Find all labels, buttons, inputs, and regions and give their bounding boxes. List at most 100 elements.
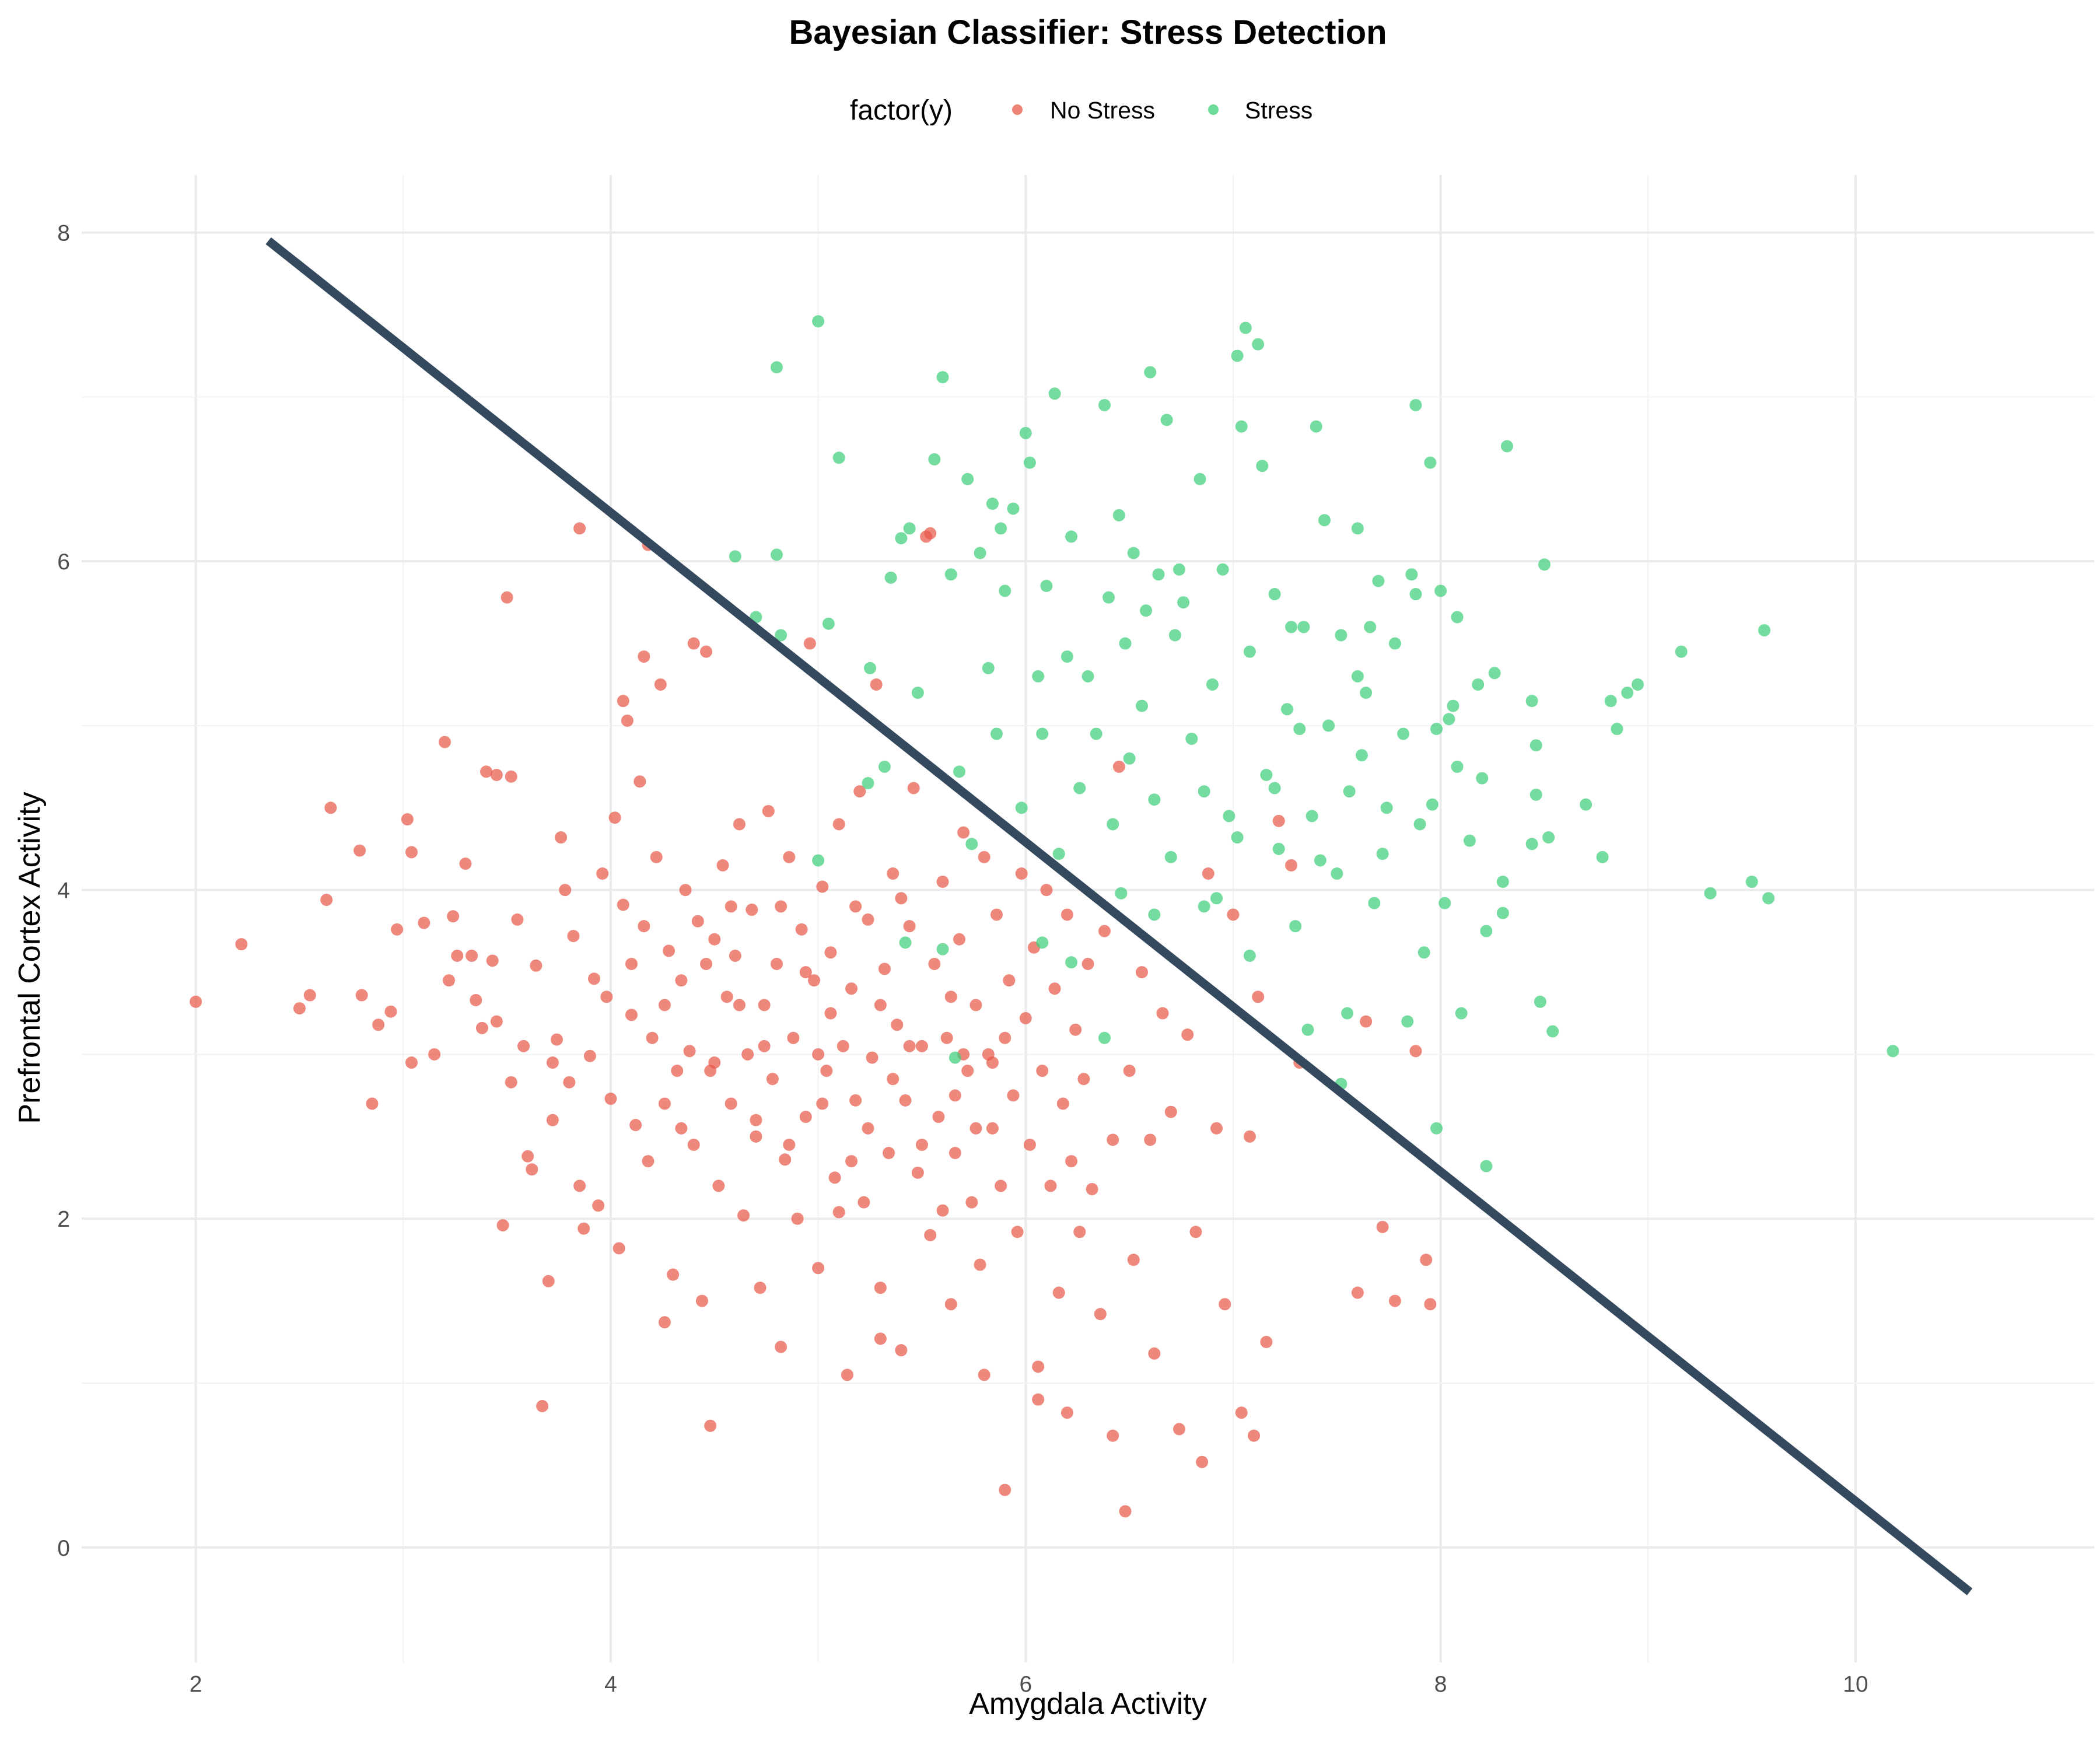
point-stress bbox=[1216, 563, 1229, 576]
point-stress bbox=[1413, 818, 1426, 831]
point-no-stress bbox=[546, 1114, 559, 1126]
x-tick-label: 6 bbox=[1019, 1672, 1032, 1697]
point-stress bbox=[1119, 637, 1132, 650]
point-no-stress bbox=[862, 913, 874, 926]
point-stress bbox=[1148, 793, 1161, 806]
point-no-stress bbox=[1189, 1226, 1202, 1238]
point-no-stress bbox=[949, 1089, 961, 1102]
point-no-stress bbox=[940, 1031, 953, 1044]
point-no-stress bbox=[746, 904, 758, 916]
y-axis-title: Prefrontal Cortex Activity bbox=[13, 792, 47, 1124]
point-no-stress bbox=[1069, 1023, 1082, 1036]
point-no-stress bbox=[1065, 1155, 1078, 1168]
point-no-stress bbox=[936, 876, 949, 888]
point-stress bbox=[1488, 667, 1501, 680]
y-tick-label: 2 bbox=[57, 1207, 70, 1232]
x-tick-label: 10 bbox=[1843, 1672, 1868, 1697]
point-stress bbox=[949, 1051, 961, 1064]
point-stress bbox=[822, 617, 835, 630]
point-stress bbox=[1343, 785, 1356, 798]
point-no-stress bbox=[1073, 1226, 1086, 1238]
decision-boundary-layer bbox=[265, 237, 1973, 1595]
point-stress bbox=[1127, 547, 1140, 559]
point-stress bbox=[1447, 699, 1460, 712]
point-stress bbox=[936, 371, 949, 384]
point-no-stress bbox=[1094, 1308, 1107, 1321]
point-no-stress bbox=[853, 785, 866, 798]
point-stress bbox=[1243, 645, 1256, 658]
point-stress bbox=[1243, 949, 1256, 962]
point-no-stress bbox=[451, 949, 464, 962]
point-stress bbox=[884, 571, 897, 584]
point-no-stress bbox=[1003, 974, 1016, 987]
point-stress bbox=[1758, 624, 1770, 636]
point-stress bbox=[1314, 854, 1326, 867]
point-no-stress bbox=[470, 993, 482, 1006]
point-no-stress bbox=[795, 923, 808, 936]
point-stress bbox=[832, 452, 845, 464]
point-stress bbox=[864, 662, 877, 674]
point-stress bbox=[1376, 848, 1389, 860]
point-no-stress bbox=[638, 920, 650, 933]
point-stress bbox=[1297, 621, 1310, 634]
point-no-stress bbox=[870, 678, 883, 691]
point-stress bbox=[1023, 456, 1036, 469]
point-stress bbox=[1525, 695, 1538, 708]
point-stress bbox=[1198, 900, 1210, 913]
point-stress bbox=[1272, 842, 1285, 855]
point-no-stress bbox=[1036, 1065, 1049, 1077]
point-stress bbox=[1451, 760, 1464, 773]
point-stress bbox=[1280, 703, 1293, 716]
legend-key-stress bbox=[1208, 104, 1219, 115]
point-no-stress bbox=[1060, 908, 1073, 921]
point-no-stress bbox=[953, 933, 965, 946]
point-no-stress bbox=[887, 867, 900, 880]
point-stress bbox=[1098, 1031, 1111, 1044]
point-no-stress bbox=[828, 1171, 841, 1184]
point-no-stress bbox=[401, 813, 414, 826]
point-no-stress bbox=[700, 645, 713, 658]
point-no-stress bbox=[625, 1009, 638, 1021]
point-stress bbox=[1424, 456, 1437, 469]
point-no-stress bbox=[1144, 1133, 1157, 1146]
point-no-stress bbox=[874, 1332, 887, 1345]
point-no-stress bbox=[190, 995, 202, 1008]
point-no-stress bbox=[563, 1076, 576, 1088]
point-stress bbox=[1172, 563, 1185, 576]
point-no-stress bbox=[642, 1155, 654, 1168]
point-stress bbox=[1534, 995, 1546, 1008]
point-no-stress bbox=[1052, 1286, 1065, 1299]
point-no-stress bbox=[459, 858, 472, 870]
point-stress bbox=[1596, 850, 1609, 863]
gridlines bbox=[82, 175, 2094, 1662]
point-no-stress bbox=[832, 1206, 845, 1219]
point-no-stress bbox=[949, 1147, 961, 1160]
point-no-stress bbox=[1107, 1429, 1119, 1442]
legend-key-no-stress bbox=[1012, 104, 1023, 115]
point-stress bbox=[1206, 678, 1219, 691]
point-no-stress bbox=[650, 850, 663, 863]
point-no-stress bbox=[679, 884, 692, 897]
point-stress bbox=[1530, 788, 1542, 801]
point-no-stress bbox=[438, 736, 451, 748]
x-tick-label: 8 bbox=[1434, 1672, 1447, 1697]
point-no-stress bbox=[303, 989, 316, 1002]
point-no-stress bbox=[924, 1228, 937, 1241]
point-no-stress bbox=[536, 1399, 549, 1412]
point-no-stress bbox=[887, 1073, 900, 1086]
data-points bbox=[190, 315, 1899, 1518]
point-no-stress bbox=[550, 1033, 563, 1046]
point-no-stress bbox=[824, 946, 837, 959]
point-no-stress bbox=[1019, 1012, 1032, 1024]
point-no-stress bbox=[724, 1097, 737, 1110]
point-no-stress bbox=[783, 850, 796, 863]
point-stress bbox=[1301, 1023, 1314, 1036]
point-no-stress bbox=[621, 714, 634, 727]
point-stress bbox=[1015, 802, 1028, 814]
point-no-stress bbox=[999, 1031, 1012, 1044]
point-stress bbox=[982, 662, 995, 674]
point-no-stress bbox=[1388, 1294, 1401, 1307]
point-no-stress bbox=[770, 957, 783, 970]
point-stress bbox=[1144, 366, 1157, 379]
point-stress bbox=[1107, 818, 1119, 831]
